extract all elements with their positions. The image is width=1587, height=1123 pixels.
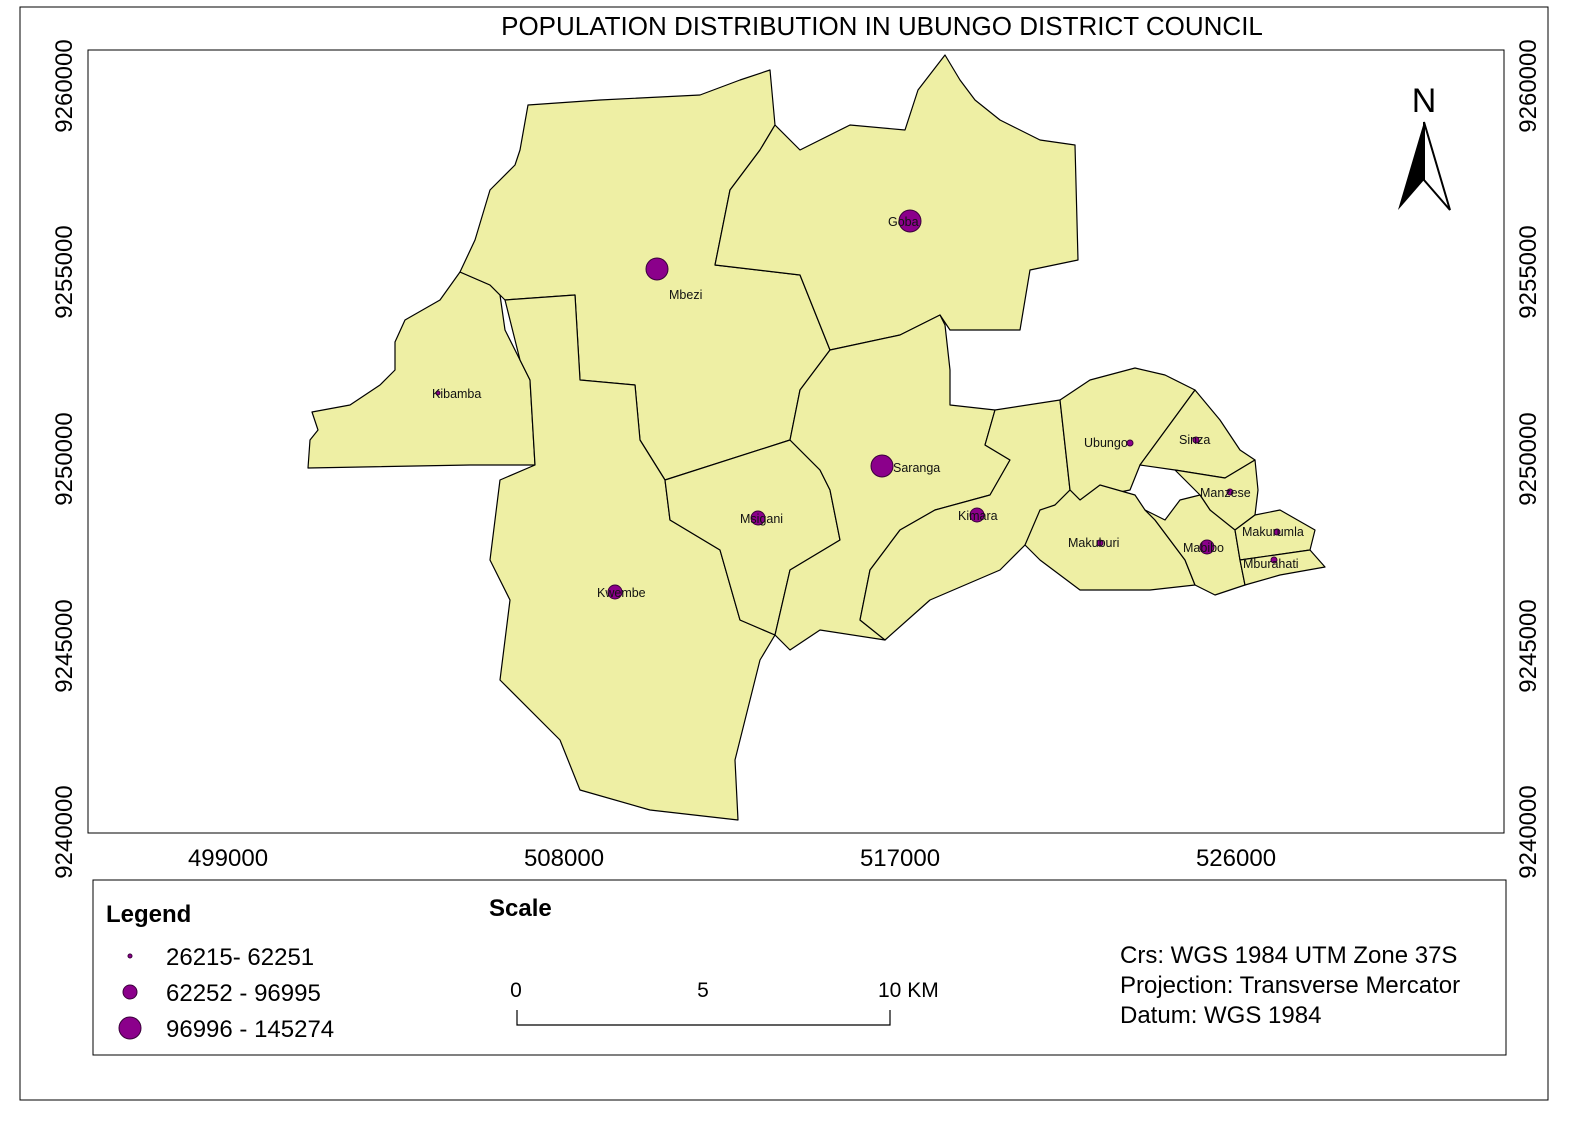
projection-text: Projection: Transverse Mercator [1120, 972, 1460, 999]
point-mabibo[interactable] [1199, 539, 1215, 555]
ward-makuburi[interactable] [1024, 484, 1196, 591]
scale-title: Scale [489, 895, 552, 922]
label-mabibo: Mabibo [1183, 541, 1224, 555]
legend-symbol-large [118, 1016, 142, 1040]
point-kimara[interactable] [969, 507, 985, 523]
scale-label: 0 [510, 979, 522, 1002]
label-goba: Goba [888, 215, 919, 229]
label-mbezi: Mbezi [669, 288, 702, 302]
point-makuburi[interactable] [1096, 539, 1104, 547]
y-tick: 9245000 [51, 599, 78, 692]
label-kimara: Kimara [958, 509, 998, 523]
north-label: N [1412, 82, 1437, 120]
wards-layer [307, 54, 1326, 821]
label-makurumla: Makurumla [1242, 525, 1304, 539]
y-axis-ticks-left: 9260000 9255000 9250000 9245000 9240000 [51, 39, 78, 878]
y-tick: 9240000 [1515, 785, 1542, 878]
north-arrow: N [1398, 82, 1451, 211]
legend-item: 96996 - 145274 [166, 1016, 334, 1043]
y-tick: 9250000 [1515, 412, 1542, 505]
scale-label: 10 KM [878, 979, 939, 1002]
legend-item: 26215- 62251 [166, 944, 314, 971]
point-sinza[interactable] [1192, 436, 1200, 444]
label-sinza: Sinza [1179, 433, 1210, 447]
crs-info: Crs: WGS 1984 UTM Zone 37S Projection: T… [1120, 942, 1460, 1029]
point-mbezi[interactable] [645, 257, 669, 281]
crs-text: Crs: WGS 1984 UTM Zone 37S [1120, 942, 1457, 969]
x-tick: 499000 [188, 845, 268, 872]
y-axis-ticks-right: 9260000 9255000 9250000 9245000 9240000 [1515, 39, 1542, 878]
legend: Legend 26215- 62251 62252 - 96995 96996 … [106, 901, 334, 1043]
page-border [19, 6, 1549, 1101]
y-tick: 9260000 [51, 39, 78, 132]
label-msigani: Msigani [740, 512, 783, 526]
y-tick: 9255000 [51, 225, 78, 318]
point-ubungo[interactable] [1126, 439, 1134, 447]
point-msigani[interactable] [750, 510, 766, 526]
label-ubungo: Ubungo [1084, 436, 1128, 450]
x-tick: 526000 [1196, 845, 1276, 872]
map-title: POPULATION DISTRIBUTION IN UBUNGO DISTRI… [501, 11, 1263, 41]
label-manzese: Manzese [1200, 486, 1251, 500]
point-makurumla[interactable] [1273, 528, 1281, 536]
info-panel [92, 879, 1507, 1056]
legend-symbol-small [127, 953, 133, 959]
x-tick: 517000 [860, 845, 940, 872]
scale-bar: Scale 0 5 10 KM [489, 895, 939, 1026]
point-kwembe[interactable] [607, 584, 623, 600]
label-kibamba: Kibamba [432, 387, 481, 401]
scale-line [516, 1010, 891, 1026]
ward-goba[interactable] [714, 54, 1079, 351]
ward-kwembe[interactable] [489, 294, 776, 821]
y-tick: 9255000 [1515, 225, 1542, 318]
point-goba[interactable] [898, 209, 922, 233]
point-kibamba[interactable] [435, 390, 441, 396]
y-tick: 9240000 [51, 785, 78, 878]
label-saranga: Saranga [893, 461, 940, 475]
x-tick: 508000 [524, 845, 604, 872]
ward-labels: Goba Mbezi Kibamba Saranga Msigani Kwemb… [432, 215, 1304, 600]
y-tick: 9250000 [51, 412, 78, 505]
legend-symbol-medium [122, 984, 138, 1000]
x-axis-ticks: 499000 508000 517000 526000 [188, 845, 1276, 872]
ward-mburahati[interactable] [1239, 549, 1326, 586]
label-mburahati: Mburahati [1243, 557, 1299, 571]
point-mburahati[interactable] [1270, 556, 1278, 564]
datum-text: Datum: WGS 1984 [1120, 1002, 1321, 1029]
legend-title: Legend [106, 901, 191, 928]
north-arrow-icon [1398, 122, 1424, 210]
north-arrow-icon-right [1423, 121, 1451, 211]
point-saranga[interactable] [870, 454, 894, 478]
label-makuburi: Makuburi [1068, 536, 1119, 550]
legend-item: 62252 - 96995 [166, 980, 321, 1007]
point-manzese[interactable] [1226, 488, 1234, 496]
scale-label: 5 [697, 979, 709, 1002]
y-tick: 9260000 [1515, 39, 1542, 132]
y-tick: 9245000 [1515, 599, 1542, 692]
label-kwembe: Kwembe [597, 586, 646, 600]
population-points [435, 209, 1281, 600]
